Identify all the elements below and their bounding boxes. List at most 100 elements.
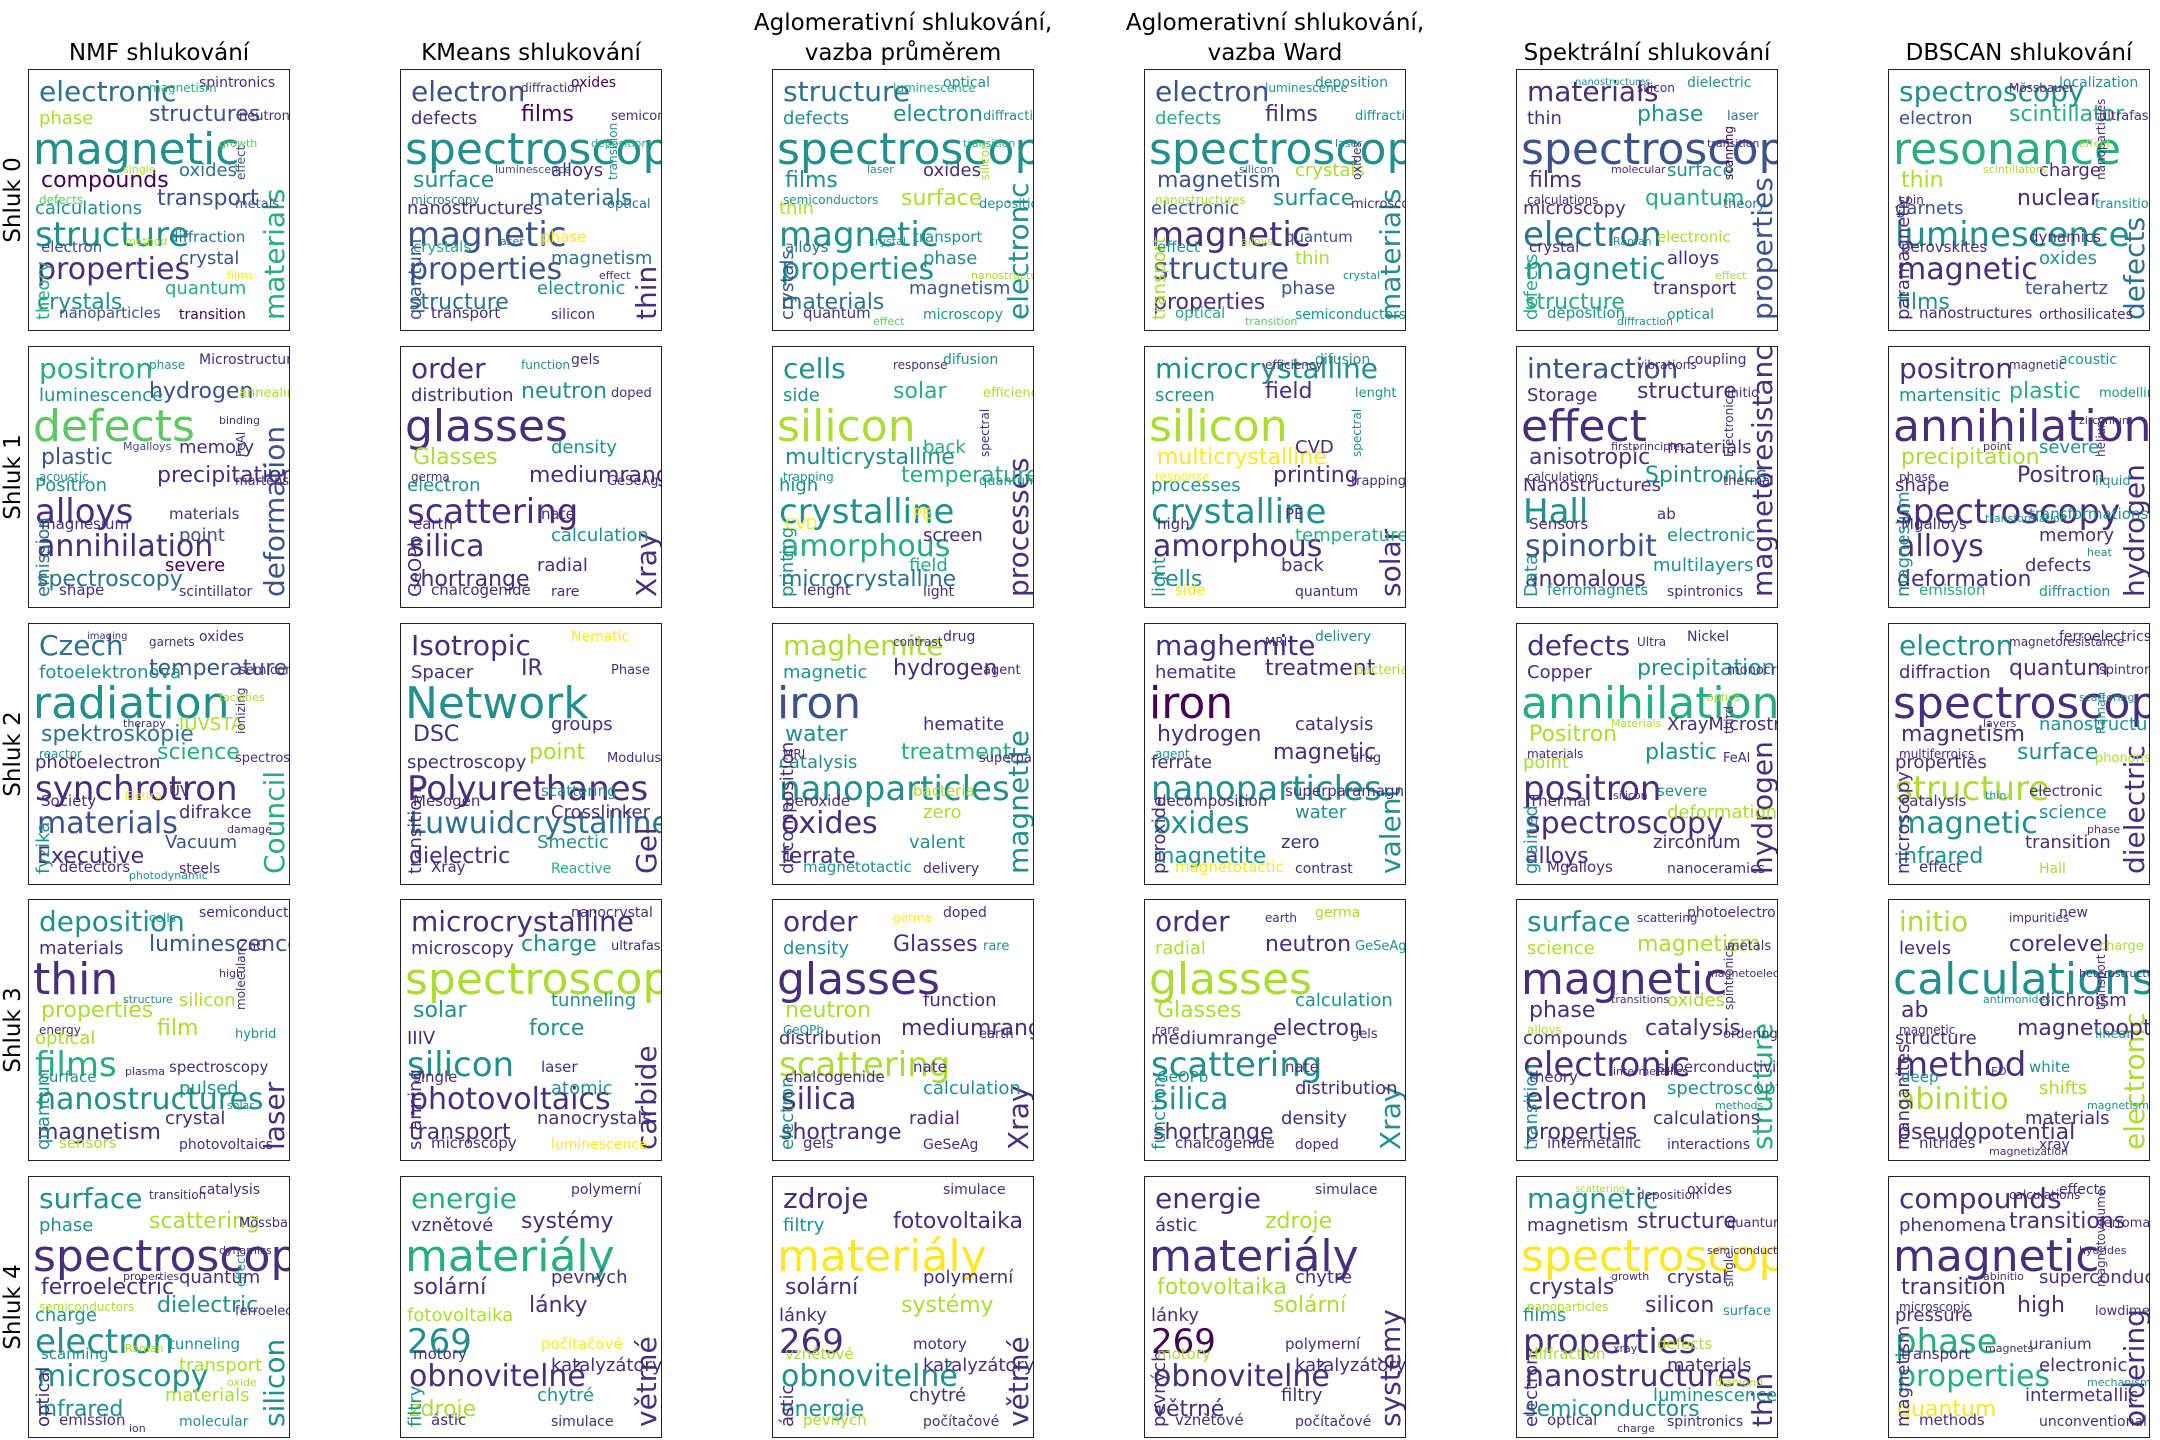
cloud-word: metals: [1727, 939, 1772, 954]
cloud-word: high: [2017, 1293, 2065, 1318]
cloud-word: modelling: [2099, 386, 2149, 401]
cloud-word: PE: [1285, 505, 1304, 523]
cloud-word: quantum: [1645, 186, 1745, 211]
cloud-word: CVD: [1295, 437, 1334, 458]
cloud-word: photodynamic: [129, 869, 208, 882]
cloud-word: gels: [571, 352, 600, 368]
cloud-word: hydrides: [2079, 1244, 2127, 1257]
cloud-word: fotoelektronová: [39, 662, 182, 683]
cloud-word: magnetic: [1273, 740, 1377, 765]
cloud-word: katalyzátory: [1295, 1355, 1406, 1376]
cloud-word: light: [923, 584, 955, 600]
cloud-word: nanoparticles: [1527, 1300, 1609, 1314]
cloud-word: microscopy: [1523, 198, 1626, 219]
cloud-word: metals: [235, 197, 280, 212]
cloud-word: screen: [923, 525, 983, 546]
cloud-word: magnetism: [909, 278, 1011, 299]
cloud-word: scanning: [1722, 126, 1736, 180]
cloud-word: solar: [893, 379, 947, 404]
cloud-word: optical: [35, 1028, 96, 1049]
cloud-word: Positron: [35, 475, 108, 496]
cloud-word: spectroscopy: [1521, 1231, 1777, 1282]
cloud-word: phase: [39, 1215, 94, 1236]
cloud-word: bacteria: [913, 782, 975, 800]
cloud-word: microscopy: [411, 938, 514, 959]
cloud-word: defects: [33, 401, 195, 452]
cloud-word: 269: [407, 1322, 472, 1362]
cloud-word: films: [1529, 168, 1582, 193]
cloud-word: silicon: [777, 401, 916, 452]
cloud-word: ion: [129, 1422, 146, 1435]
cloud-word: electron: [777, 1076, 798, 1150]
cloud-word: quantum: [1897, 1397, 1997, 1422]
cloud-word: electron: [1521, 1353, 1542, 1427]
cloud-word: scattering: [407, 492, 579, 532]
cloud-word: charge: [2039, 160, 2101, 181]
cloud-word: hydrogen: [1157, 722, 1262, 747]
cloud-word: order: [783, 905, 858, 938]
cloud-word: defects: [2025, 555, 2092, 576]
cloud-word: back: [923, 437, 966, 458]
cloud-word: transport: [1901, 1345, 1971, 1363]
cloud-word: treatment: [901, 740, 1012, 765]
cloud-word: therapy: [123, 717, 166, 730]
cloud-word: semiconductors: [611, 109, 662, 124]
cloud-word: laser: [867, 163, 894, 176]
cloud-word: resonance: [1893, 124, 2122, 175]
cloud-word: growth: [1611, 1270, 1650, 1283]
cloud-word: crystal: [1667, 1267, 1728, 1288]
cloud-word: transport: [2094, 954, 2108, 1010]
cloud-word: plastic: [41, 445, 113, 470]
cloud-word: effect: [873, 315, 905, 328]
cloud-word: water: [1295, 802, 1347, 823]
cloud-word: transition: [1707, 137, 1760, 150]
cloud-word: systémy: [901, 1293, 994, 1318]
cloud-word: neutron: [785, 998, 872, 1023]
cloud-word: Modulus: [607, 751, 662, 766]
cloud-word: shortrange: [1153, 1120, 1274, 1145]
cloud-word: neutron: [521, 379, 608, 404]
cloud-word: binding: [219, 414, 261, 427]
cloud-word: paramagnetic: [1893, 194, 1914, 320]
cloud-word: effects: [2059, 1182, 2107, 1198]
cloud-word: thin: [1527, 108, 1562, 129]
cloud-word: nate: [913, 1058, 947, 1076]
cloud-word: photovoltaics: [179, 1137, 274, 1153]
cloud-word: magnetism: [37, 1120, 161, 1145]
cloud-word: surface: [901, 186, 983, 211]
cloud-word: synchrotron: [35, 769, 238, 809]
cloud-word: zdroje: [783, 1182, 869, 1215]
cloud-word: magnetization: [1989, 1145, 2069, 1158]
cloud-word: spectroscopy: [405, 954, 661, 1005]
cloud-word: chytré: [909, 1385, 967, 1406]
wordcloud-cell: materiály 269 obnovitelné zdroje energie větr…: [772, 1176, 1034, 1438]
cloud-word: deformation: [1897, 567, 2032, 592]
cloud-word: filtry: [405, 1385, 426, 1427]
cloud-word: transport: [913, 228, 983, 246]
cloud-word: annealing: [239, 386, 289, 401]
cloud-word: Data: [1521, 554, 1542, 597]
cloud-word: dynamics: [2029, 228, 2101, 246]
cloud-word: PE: [913, 505, 932, 523]
cloud-word: films: [35, 1045, 117, 1085]
cloud-word: polymerní: [571, 1182, 642, 1198]
cloud-word: lánky: [779, 1305, 827, 1326]
cloud-word: pseudopotential: [1897, 1120, 2076, 1145]
cloud-word: earth: [979, 1027, 1014, 1042]
cloud-word: nanoceramics: [1667, 861, 1766, 877]
cloud-word: properties: [1523, 1322, 1697, 1362]
cloud-word: density: [1281, 1108, 1347, 1129]
cloud-word: temperature: [901, 463, 1034, 488]
cloud-word: silicon: [258, 1338, 290, 1427]
cloud-word: electron: [411, 75, 526, 108]
cloud-word: uranium: [2029, 1335, 2092, 1353]
cloud-word: deposition: [591, 137, 649, 150]
cloud-word: hematite: [923, 714, 1005, 735]
wordcloud-cell: thin films nanostructures deposition magneti…: [28, 899, 290, 1161]
cloud-word: transitions: [1611, 993, 1670, 1006]
cloud-word: obnovitelné: [1153, 1359, 1330, 1394]
cloud-word: ultrafast: [2099, 109, 2150, 124]
cloud-word: Network: [405, 678, 589, 729]
